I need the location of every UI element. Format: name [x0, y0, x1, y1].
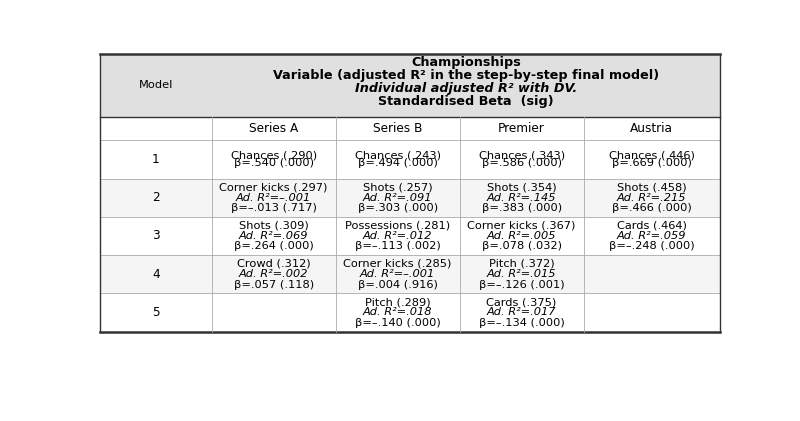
Text: Shots (.354): Shots (.354): [486, 182, 557, 192]
Text: β=.383 (.000): β=.383 (.000): [482, 203, 562, 213]
Text: β=.078 (.032): β=.078 (.032): [482, 241, 562, 251]
Bar: [100, 217, 720, 255]
Text: Ad. R²=.002: Ad. R²=.002: [239, 269, 308, 279]
Text: Ad. R²=.145: Ad. R²=.145: [487, 193, 556, 203]
Text: β=–.134 (.000): β=–.134 (.000): [478, 318, 565, 328]
Text: 2: 2: [152, 191, 160, 204]
Text: β=.004 (.916): β=.004 (.916): [358, 280, 438, 290]
Text: β=.540 (.000): β=.540 (.000): [234, 158, 314, 168]
Text: β=–.113 (.002): β=–.113 (.002): [354, 241, 441, 251]
Text: β=.494 (.000): β=.494 (.000): [358, 158, 438, 168]
Bar: [100, 117, 720, 140]
Text: Chances (.446): Chances (.446): [609, 151, 694, 161]
Text: Cards (.464): Cards (.464): [617, 221, 686, 231]
Text: Series A: Series A: [249, 122, 298, 135]
Text: Ad. R²=.215: Ad. R²=.215: [617, 193, 686, 203]
Text: Shots (.458): Shots (.458): [617, 182, 686, 192]
Text: Chances (.343): Chances (.343): [478, 151, 565, 161]
Text: Chances (.290): Chances (.290): [230, 151, 317, 161]
Text: Ad. R²=.018: Ad. R²=.018: [363, 307, 432, 317]
Text: β=–.140 (.000): β=–.140 (.000): [354, 318, 441, 328]
Text: Pitch (.289): Pitch (.289): [365, 297, 430, 307]
Text: Ad. R²=.012: Ad. R²=.012: [363, 231, 432, 241]
Text: β=.586 (.000): β=.586 (.000): [482, 158, 562, 168]
Bar: [100, 293, 720, 332]
Text: Series B: Series B: [373, 122, 422, 135]
Text: Austria: Austria: [630, 122, 674, 135]
Text: Model: Model: [138, 80, 173, 91]
Bar: [100, 179, 720, 217]
Text: Ad. R²=.069: Ad. R²=.069: [239, 231, 308, 241]
Text: Individual adjusted R² with DV.: Individual adjusted R² with DV.: [354, 82, 577, 95]
Text: Ad. R²=.059: Ad. R²=.059: [617, 231, 686, 241]
Text: β=.057 (.118): β=.057 (.118): [234, 280, 314, 290]
Text: Shots (.309): Shots (.309): [238, 221, 309, 231]
Text: Ad. R²=–.001: Ad. R²=–.001: [360, 269, 435, 279]
Text: 4: 4: [152, 268, 160, 281]
Text: Standardised Beta  (sig): Standardised Beta (sig): [378, 95, 554, 108]
Text: Corner kicks (.367): Corner kicks (.367): [467, 221, 576, 231]
Text: Possessions (.281): Possessions (.281): [345, 221, 450, 231]
Bar: [100, 255, 720, 293]
Text: β=.303 (.000): β=.303 (.000): [358, 203, 438, 213]
Text: β=–.126 (.001): β=–.126 (.001): [478, 280, 565, 290]
Text: Ad. R²=.005: Ad. R²=.005: [487, 231, 556, 241]
Text: Ad. R²=–.001: Ad. R²=–.001: [236, 193, 311, 203]
Text: β=.466 (.000): β=.466 (.000): [612, 203, 692, 213]
Text: Variable (adjusted R² in the step-by-step final model): Variable (adjusted R² in the step-by-ste…: [273, 69, 659, 82]
Bar: [100, 140, 720, 179]
Text: Ad. R²=.015: Ad. R²=.015: [487, 269, 556, 279]
Text: Cards (.375): Cards (.375): [486, 297, 557, 307]
Text: Chances (.243): Chances (.243): [354, 151, 441, 161]
Text: Ad. R²=.091: Ad. R²=.091: [363, 193, 432, 203]
Text: 3: 3: [152, 229, 160, 242]
Bar: [100, 54, 720, 117]
Text: Pitch (.372): Pitch (.372): [489, 259, 554, 269]
Text: Corner kicks (.297): Corner kicks (.297): [219, 182, 328, 192]
Text: Championships: Championships: [411, 56, 521, 69]
Text: β=.264 (.000): β=.264 (.000): [234, 241, 314, 251]
Text: Premier: Premier: [498, 122, 545, 135]
Text: β=.669 (.000): β=.669 (.000): [612, 158, 692, 168]
Text: Corner kicks (.285): Corner kicks (.285): [343, 259, 452, 269]
Text: Crowd (.312): Crowd (.312): [237, 259, 310, 269]
Text: β=–.013 (.717): β=–.013 (.717): [230, 203, 317, 213]
Text: 1: 1: [152, 153, 160, 166]
Text: 5: 5: [152, 306, 160, 319]
Text: β=–.248 (.000): β=–.248 (.000): [609, 241, 694, 251]
Text: Shots (.257): Shots (.257): [362, 182, 433, 192]
Text: Ad. R²=.017: Ad. R²=.017: [487, 307, 556, 317]
